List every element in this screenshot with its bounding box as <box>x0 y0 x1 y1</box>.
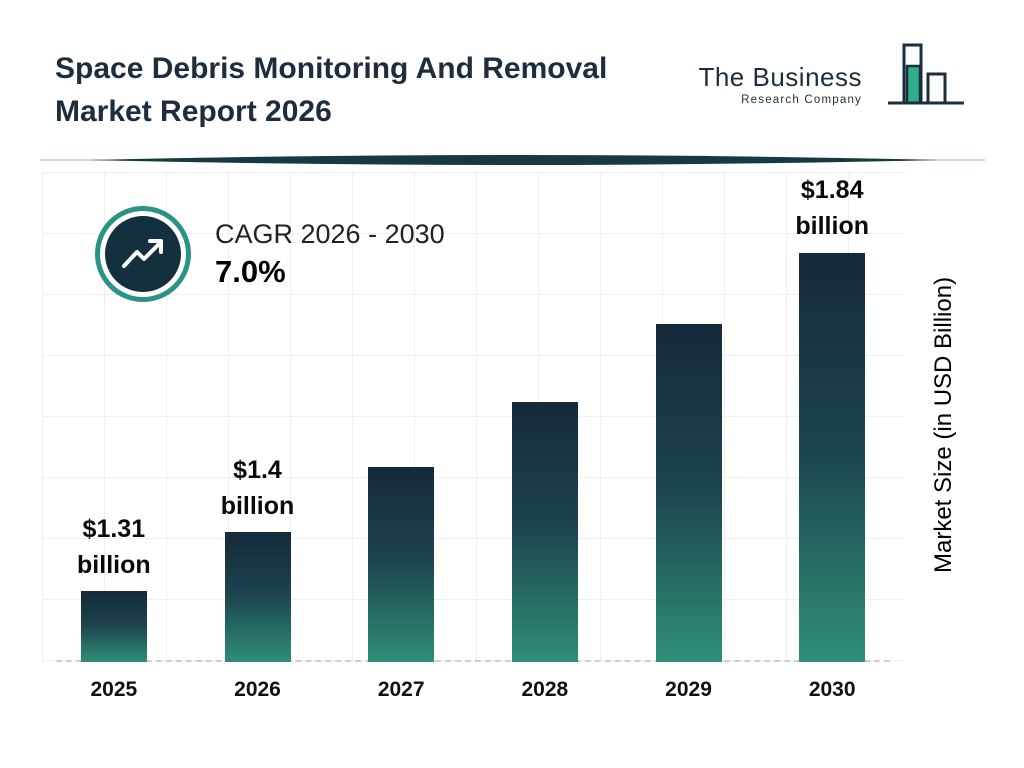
x-axis-label-2028: 2028 <box>521 678 569 701</box>
x-axis-label-2027: 2027 <box>377 678 425 701</box>
page-title-line2: Market Report 2026 <box>55 94 332 128</box>
bar-slot-2025: $1.31 billion <box>42 172 186 662</box>
y-axis-label: Market Size (in USD Billion) <box>930 276 957 574</box>
bar-slot-2026: $1.4 billion <box>186 172 330 662</box>
x-axis-label-2026: 2026 <box>234 678 281 701</box>
bar-slot-2027 <box>329 172 473 662</box>
bar-value-unit: billion <box>795 212 869 241</box>
bar-2027 <box>368 467 435 662</box>
baseline-dashed <box>56 660 890 662</box>
company-name: The Business <box>698 61 862 92</box>
x-axis-labels: 2025 2026 2027 2028 2029 2030 <box>42 678 904 702</box>
trending-up-icon <box>105 216 181 292</box>
company-logo: The Business Research Company <box>698 42 966 125</box>
cagr-badge: CAGR 2026 - 2030 7.0% <box>95 206 445 302</box>
cagr-text: CAGR 2026 - 2030 7.0% <box>215 219 445 290</box>
bar-slot-2029 <box>617 172 761 662</box>
bar-chart-logo-icon <box>870 42 966 125</box>
divider-lens <box>40 155 985 165</box>
cagr-label: CAGR 2026 - 2030 <box>215 218 445 249</box>
page-title-line1: Space Debris Monitoring And Removal <box>55 52 608 85</box>
bar-value-label-2030: $1.84 billion <box>795 172 869 245</box>
bar-2030 <box>799 252 866 662</box>
bar-2029 <box>655 324 722 662</box>
bar-2025 <box>80 591 147 662</box>
company-logo-text: The Business Research Company <box>698 62 862 106</box>
bar-value-label-2025: $1.31 billion <box>77 511 151 584</box>
bar-value-amount: $1.4 <box>233 455 282 484</box>
bar-2028 <box>511 402 578 662</box>
bar-value-label-2026: $1.4 billion <box>221 452 295 525</box>
bar-slot-2028 <box>473 172 617 662</box>
bars-row: $1.31 billion $1.4 billion $1.84 billion <box>42 172 904 662</box>
x-axis-label-2030: 2030 <box>808 678 856 701</box>
bar-value-unit: billion <box>220 491 295 520</box>
bar-value-amount: $1.84 <box>800 176 864 204</box>
bar-2026 <box>224 532 291 662</box>
page-title: Space Debris Monitoring And Removal Mark… <box>55 48 695 133</box>
x-axis-label-2025: 2025 <box>90 678 138 701</box>
bar-value-amount: $1.31 <box>82 514 146 543</box>
company-subname: Research Company <box>741 93 862 106</box>
bar-slot-2030: $1.84 billion <box>760 172 904 662</box>
cagr-value: 7.0% <box>215 253 286 289</box>
bar-value-unit: billion <box>77 550 151 579</box>
x-axis-label-2029: 2029 <box>665 678 712 701</box>
cagr-icon-ring <box>95 206 191 302</box>
